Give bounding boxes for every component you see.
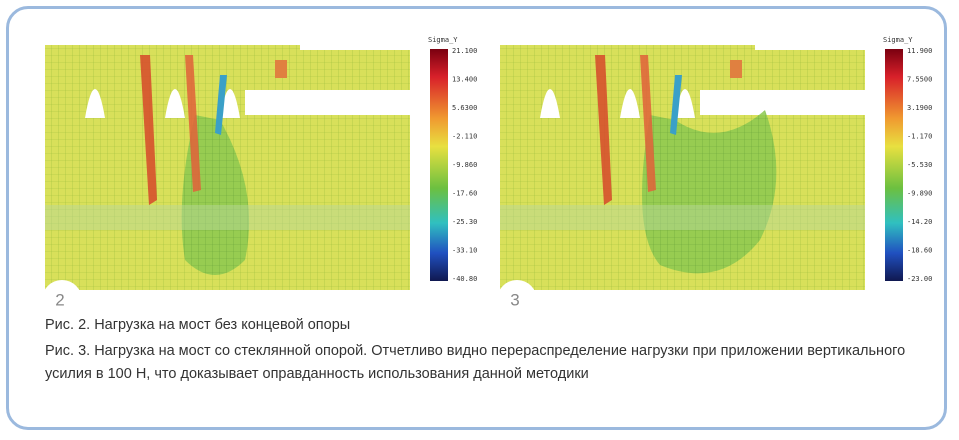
arch-gap — [675, 89, 695, 118]
arch-gap — [620, 89, 640, 118]
gap — [700, 90, 865, 115]
caption: Рис. 3. Нагрузка на мост со стеклянной о… — [45, 343, 906, 382]
stress-blue — [215, 75, 227, 135]
mesh-top — [745, 45, 865, 90]
stress-red — [185, 55, 201, 192]
caption: Рис. 2. Нагрузка на мост без концевой оп… — [45, 317, 351, 333]
stress-red — [640, 55, 656, 192]
colorbar-label: -23.00 — [907, 275, 932, 283]
colorbar-label: -2.110 — [452, 133, 477, 141]
colorbar-label: -25.30 — [452, 218, 477, 226]
figure: 2 Sigma_Y 21.100 13.400 5.6300 -2.110 -9.860 -1… — [42, 36, 477, 310]
stress-orange — [275, 60, 287, 78]
stress-red — [140, 55, 157, 205]
figure: 3 Sigma_Y 11.900 7.5500 3.1900 -1.170 -5.530 -9… — [497, 36, 932, 310]
gap-top — [755, 45, 865, 50]
arch-gap — [85, 89, 105, 118]
stress-orange — [730, 60, 742, 78]
number-badge — [42, 280, 82, 310]
colorbar-label: -9.890 — [907, 190, 932, 198]
colorbar-label: -14.20 — [907, 218, 932, 226]
colorbar-label: -33.10 — [452, 247, 477, 255]
colorbar — [430, 49, 448, 281]
mesh-band — [45, 205, 410, 230]
arch-gap — [165, 89, 185, 118]
colorbar-label: 3.1900 — [907, 104, 932, 112]
colorbar — [885, 49, 903, 281]
colorbar-label: -17.60 — [452, 190, 477, 198]
colorbar-label: -1.170 — [907, 133, 932, 141]
colorbar-title: Sigma_Y — [883, 36, 913, 44]
arch-gap — [220, 89, 240, 118]
colorbar-label: 5.6300 — [452, 104, 477, 112]
colorbar-label: -5.530 — [907, 161, 932, 169]
figures: 2 Sigma_Y 21.100 13.400 5.6300 -2.110 -9.860 -1… — [42, 36, 933, 310]
frame — [6, 6, 947, 430]
colorbar-label: 7.5500 — [907, 76, 932, 84]
mesh-band — [500, 205, 865, 230]
gap-top — [300, 45, 410, 50]
mesh-top — [290, 45, 410, 90]
stress-region — [642, 110, 777, 274]
colorbar-label: 11.900 — [907, 47, 932, 55]
colorbar-label: -18.60 — [907, 247, 932, 255]
stress-red — [595, 55, 612, 205]
colorbar-label: 13.400 — [452, 76, 477, 84]
colorbar-label: 21.100 — [452, 47, 477, 55]
gap — [245, 90, 410, 115]
stress-blue — [670, 75, 682, 135]
colorbar-label: -40.80 — [452, 275, 477, 283]
figure-number: 2 — [55, 290, 64, 309]
arch-gap — [540, 89, 560, 118]
colorbar-label: -9.860 — [452, 161, 477, 169]
number-badge — [497, 280, 537, 310]
figure-number: 3 — [510, 290, 519, 309]
colorbar-title: Sigma_Y — [428, 36, 458, 44]
